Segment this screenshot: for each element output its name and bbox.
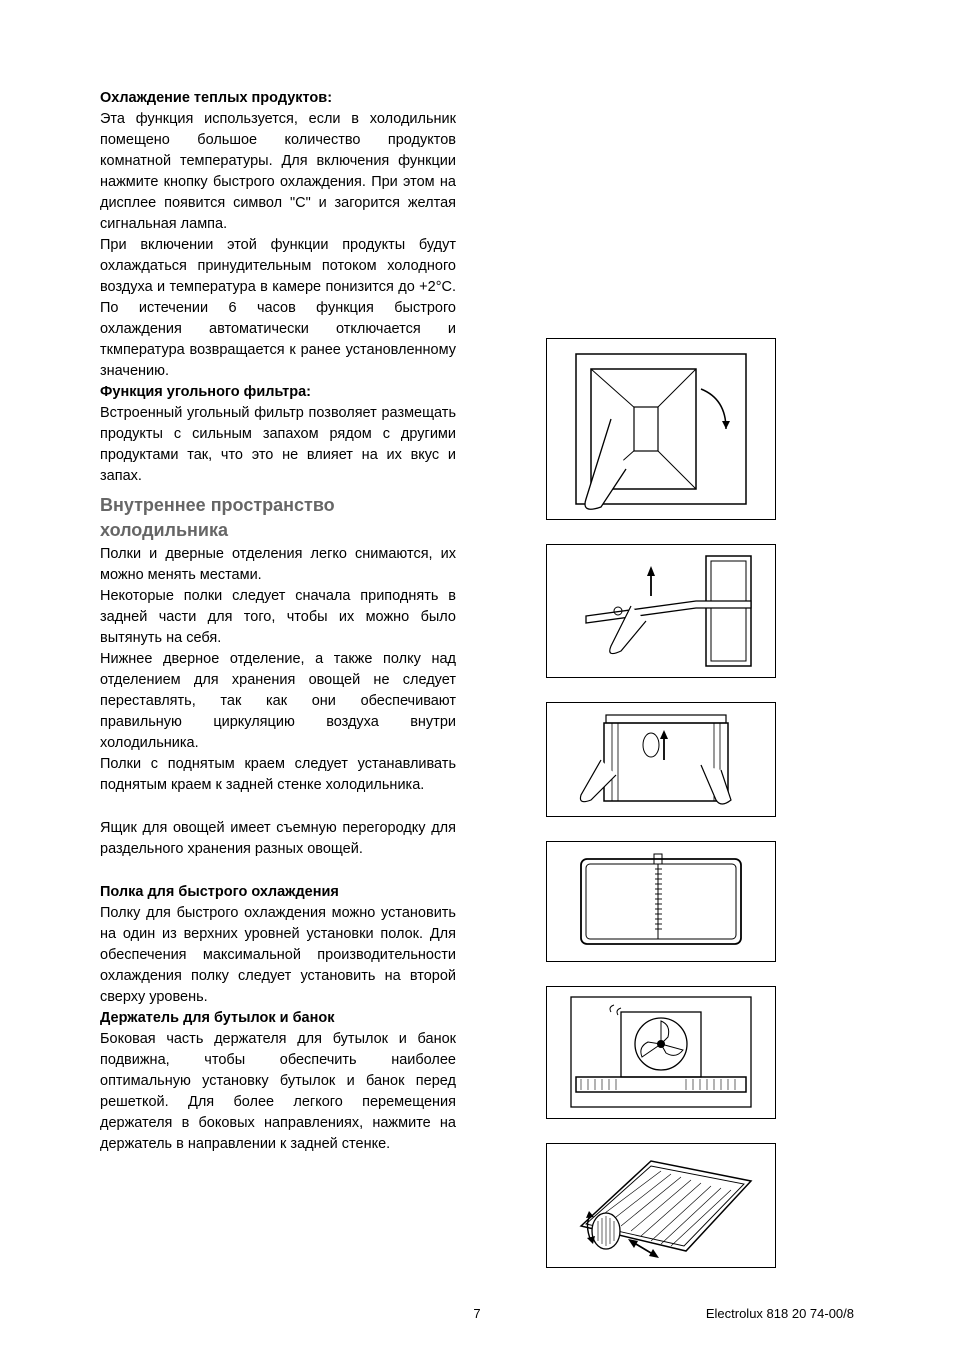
paragraph: Полки с поднятым краем следует устанавли… — [100, 754, 456, 796]
text-column: Охлаждение теплых продуктов: Эта функция… — [100, 88, 456, 1268]
figure-drawer-divider — [546, 841, 776, 961]
paragraph: Боковая часть держателя для бутылок и ба… — [100, 1029, 456, 1155]
paragraph: Полки и дверные отделения легко снимаютс… — [100, 544, 456, 586]
figure-bottle-holder — [546, 1143, 776, 1268]
paragraph: Ящик для овощей имеет съемную перегородк… — [100, 818, 456, 860]
paragraph: Некоторые полки следует сначала приподня… — [100, 586, 456, 649]
figure-door-shelf — [546, 702, 776, 818]
figure-filter-holder — [546, 338, 776, 520]
section-heading-major: Внутреннее пространство холодильника — [100, 493, 456, 543]
paragraph: Полку для быстрого охлаждения можно уста… — [100, 903, 456, 1008]
section-heading: Полка для быстрого охлаждения — [100, 882, 456, 903]
section-heading: Функция угольного фильтра: — [100, 382, 456, 403]
footer-reference: Electrolux 818 20 74-00/8 — [706, 1306, 854, 1321]
figure-cooling-shelf — [546, 986, 776, 1120]
figure-shelf-lift — [546, 544, 776, 678]
figure-column — [496, 88, 826, 1268]
section-heading: Держатель для бутылок и банок — [100, 1008, 456, 1029]
paragraph: Встроенный угольный фильтр позволяет раз… — [100, 403, 456, 487]
footer: 7 Electrolux 818 20 74-00/8 — [0, 1306, 954, 1321]
paragraph: При включении этой функции продукты буду… — [100, 235, 456, 382]
paragraph: Эта функция используется, если в холодил… — [100, 109, 456, 235]
section-heading: Охлаждение теплых продуктов: — [100, 88, 456, 109]
paragraph: Нижнее дверное отделение, а также полку … — [100, 649, 456, 754]
